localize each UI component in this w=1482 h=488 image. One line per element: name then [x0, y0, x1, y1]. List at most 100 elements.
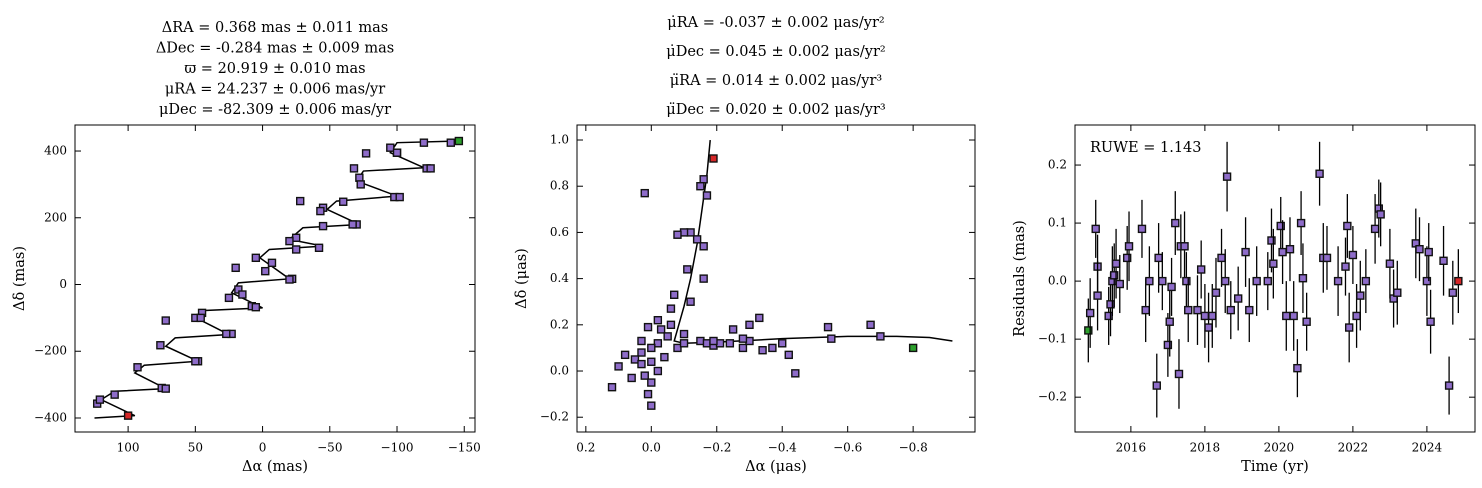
data-point [784, 350, 793, 360]
x-tick-label: 2016 [1116, 441, 1147, 455]
data-point [1302, 317, 1311, 326]
x-axis-label: Time (yr) [1241, 459, 1309, 475]
data-point [699, 274, 708, 283]
data-point [679, 329, 689, 339]
y-tick-label: 400 [44, 144, 67, 158]
y-tick-label: 0.4 [550, 271, 569, 285]
panel: 2016 2018 2020 2022 2024 −0.2 −0.1 0.0 0.1 0.2 Tim… [1012, 124, 1476, 475]
panel: 100 50 0 −50 −100 −150 −400 −200 0 200 400 Δα (mas)… [12, 20, 481, 475]
data-point [133, 363, 142, 372]
data-point [291, 245, 301, 254]
x-tick-label: −0.8 [899, 441, 928, 455]
data-point [647, 401, 656, 410]
x-tick-label: 2022 [1338, 441, 1369, 455]
data-point [419, 138, 429, 147]
data-point [1245, 305, 1254, 315]
data-point [1085, 308, 1095, 318]
data-point [1208, 311, 1217, 321]
data-point [1444, 381, 1454, 390]
data-point [1124, 242, 1134, 251]
data-point [1180, 242, 1189, 251]
data-point [709, 336, 718, 346]
data-point [1241, 247, 1250, 257]
data-point [1282, 311, 1291, 321]
data-point [640, 371, 649, 380]
data-point [1454, 276, 1463, 286]
data-point [663, 332, 672, 341]
data-point [314, 243, 324, 253]
data-point [660, 352, 669, 362]
data-point [285, 275, 294, 284]
data-point [1296, 218, 1306, 228]
data-point [1415, 244, 1424, 254]
y-tick-label: −0.1 [1038, 332, 1067, 346]
data-point [1165, 317, 1174, 326]
title-line: μRA = 24.237 ± 0.006 mas/yr [165, 82, 385, 98]
data-point [755, 313, 764, 323]
data-point [296, 196, 305, 206]
data-point [1110, 271, 1119, 280]
data-point [316, 206, 325, 216]
x-tick-label: −50 [317, 441, 342, 455]
data-point [110, 390, 119, 399]
data-point [1171, 218, 1180, 228]
data-point [1352, 311, 1361, 321]
data-point [1276, 221, 1285, 231]
data-point [696, 182, 705, 191]
axes-frame [1074, 124, 1476, 433]
data-point [768, 343, 777, 353]
data-point [653, 339, 663, 348]
data-point [653, 366, 663, 376]
y-tick-label: 200 [44, 210, 67, 224]
data-point [348, 220, 357, 229]
data-point [426, 164, 435, 173]
axes-frame [74, 124, 476, 433]
y-tick-label: 0.6 [550, 225, 569, 239]
data-point [156, 341, 165, 350]
data-point [1084, 326, 1093, 335]
data-point [679, 339, 689, 348]
data-point [1091, 224, 1100, 234]
data-point [738, 334, 748, 343]
data-point [1278, 247, 1287, 257]
data-point [1217, 253, 1226, 263]
data-point [1426, 317, 1435, 326]
data-point [224, 293, 234, 303]
title-line: μ̇Dec = 0.045 ± 0.002 μas/yr² [666, 44, 885, 60]
data-point [876, 332, 885, 341]
x-tick-label: −0.4 [768, 441, 798, 455]
data-point [637, 359, 646, 369]
data-point [630, 355, 640, 364]
y-tick-label: 0.8 [550, 179, 569, 193]
data-point [1422, 276, 1432, 286]
data-point [758, 346, 767, 355]
data-point [866, 320, 875, 330]
x-tick-label: −150 [448, 441, 481, 455]
data-point [1158, 276, 1167, 286]
data-point [361, 149, 371, 158]
data-point [738, 343, 748, 353]
y-tick-label: 0.1 [1048, 216, 1067, 230]
data-point [1376, 210, 1385, 219]
data-point [647, 343, 656, 353]
data-point [1204, 323, 1213, 332]
data-point [1193, 305, 1202, 315]
x-tick-label: −0.2 [702, 441, 731, 455]
data-point [285, 236, 294, 246]
data-point [620, 350, 630, 360]
data-point [1200, 311, 1210, 321]
x-axis-label: Δα (mas) [242, 459, 308, 475]
data-point [1293, 363, 1302, 373]
data-point [745, 320, 754, 330]
data-point [1163, 340, 1173, 350]
data-point [261, 266, 270, 276]
data-point [395, 192, 404, 202]
y-axis-label: Δδ (mas) [12, 246, 28, 311]
data-point [1222, 172, 1232, 181]
data-point [1393, 288, 1402, 297]
data-point [191, 357, 200, 366]
data-point [196, 313, 205, 323]
data-point [1267, 236, 1276, 245]
data-point [686, 297, 695, 306]
title-line: μ̈RA = 0.014 ± 0.002 μas/yr³ [670, 73, 883, 89]
